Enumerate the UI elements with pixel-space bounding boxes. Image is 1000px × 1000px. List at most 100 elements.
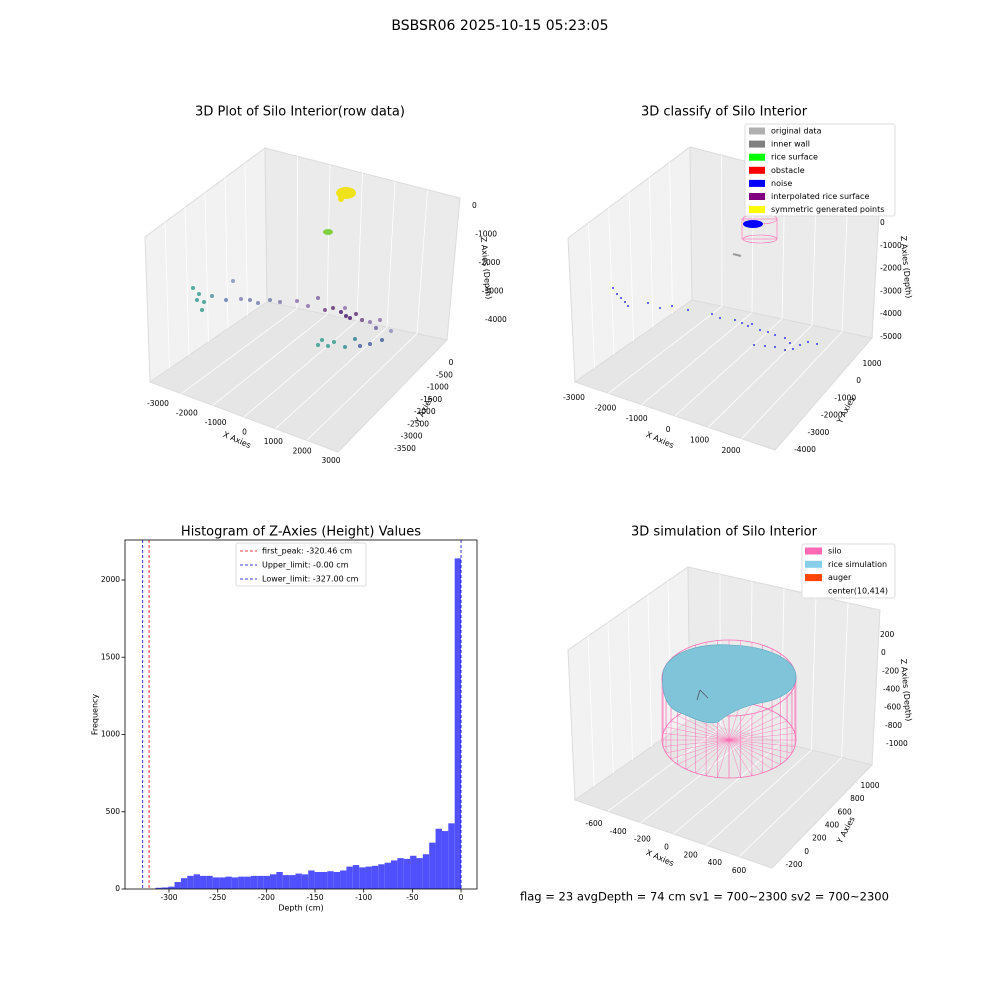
pane-grid: [706, 749, 812, 846]
pane-grid: [669, 162, 673, 314]
point: [224, 298, 228, 302]
y-tick-label: 1000: [101, 730, 120, 739]
silo-mesh: [728, 704, 753, 741]
point: [360, 318, 364, 322]
x-tick-label: -150: [307, 893, 324, 902]
point: [380, 338, 384, 342]
bar: [359, 867, 366, 889]
z-tick-label: -800: [885, 721, 902, 730]
x-tick-label: -200: [258, 893, 275, 902]
point: [306, 304, 310, 308]
pane-grid: [224, 177, 229, 329]
point: [344, 314, 348, 318]
bar: [244, 876, 251, 889]
pane-grid: [244, 162, 248, 316]
x-tick-label: 400: [708, 858, 723, 867]
bar: [282, 875, 290, 889]
pane-grid: [841, 602, 849, 758]
pane-grid: [416, 189, 428, 334]
x-tick-label: 0: [242, 428, 247, 437]
pane-grid: [708, 325, 813, 428]
x-tick-label: -600: [585, 819, 602, 828]
pane-grid: [607, 727, 721, 812]
bar: [168, 886, 175, 889]
x-axis-label: X Axies: [222, 430, 253, 450]
legend-swatch: [749, 193, 765, 200]
bar: [295, 873, 302, 889]
auger: [699, 689, 709, 699]
noise-point: [751, 323, 753, 325]
pane-grid: [667, 580, 672, 734]
pane-grid: [810, 595, 817, 751]
pane-grid: [647, 594, 653, 747]
x-tick-label: 0: [666, 425, 671, 434]
pane-grid: [164, 222, 170, 369]
y-tick-label: 800: [850, 794, 865, 803]
noise-point: [774, 334, 776, 336]
z-axis-label: Z Axies (Depth): [899, 658, 913, 721]
pane-grid: [587, 222, 595, 369]
bar: [391, 860, 398, 889]
noise-point: [799, 344, 801, 346]
y-tick-label: -3000: [401, 432, 423, 441]
pane-grid: [587, 636, 595, 787]
x-tick-label: -3000: [147, 399, 169, 408]
pane-grid: [212, 314, 328, 406]
point: [374, 326, 378, 330]
pane-grid: [296, 156, 298, 309]
point-cloud: [338, 196, 344, 202]
z-tick-label: 0: [472, 201, 477, 210]
pane-grid: [628, 192, 634, 342]
bar: [206, 875, 213, 889]
silo-mesh: [728, 739, 763, 774]
point: [268, 298, 272, 302]
point: [210, 294, 214, 298]
legend-swatch: [749, 153, 765, 161]
pane-grid: [640, 734, 751, 823]
bar: [193, 874, 201, 889]
y-tick-label: -200: [785, 860, 802, 869]
bar: [397, 858, 404, 889]
silo-mesh: [705, 739, 730, 776]
bar: [301, 874, 309, 889]
y-tick-label: 200: [812, 834, 827, 843]
silo-mesh: [728, 739, 781, 765]
point: [202, 300, 206, 304]
legend-label: rice simulation: [828, 560, 887, 569]
noise-point: [747, 325, 749, 327]
noise-point: [741, 322, 743, 324]
point: [353, 337, 357, 341]
legend-swatch: [749, 140, 765, 148]
point: [195, 298, 199, 302]
noise-point: [620, 297, 622, 299]
point: [368, 320, 372, 324]
x-tick-label: -2000: [595, 404, 617, 413]
pane-grid: [741, 331, 843, 439]
y-tick-label: 0: [856, 376, 861, 385]
point: [239, 297, 243, 301]
silo-mesh: [728, 720, 788, 741]
legend-swatch: [805, 560, 822, 568]
point: [248, 298, 252, 302]
bar: [410, 855, 417, 889]
z-tick-label: -1000: [886, 739, 908, 748]
point: [256, 301, 260, 305]
bar: [200, 875, 207, 889]
bar: [225, 876, 232, 889]
z-tick-label: -4000: [485, 315, 507, 324]
noise-cluster: [743, 220, 763, 228]
bar: [219, 877, 226, 889]
x-tick-label: 2000: [293, 447, 312, 456]
point: [331, 306, 335, 310]
noise-point: [784, 337, 786, 339]
silo-mesh: [670, 720, 730, 741]
noise-point: [816, 343, 818, 345]
point: [348, 316, 352, 320]
z-tick-label: -4000: [880, 309, 902, 318]
y-tick-label: -4000: [794, 445, 816, 454]
figure-title: BSBSR06 2025-10-15 05:23:05: [391, 18, 608, 34]
silo-wall: [741, 218, 778, 240]
rice-surface: [662, 644, 797, 724]
z-tick-label: -2000: [880, 264, 902, 273]
silo-mesh: [728, 726, 792, 741]
